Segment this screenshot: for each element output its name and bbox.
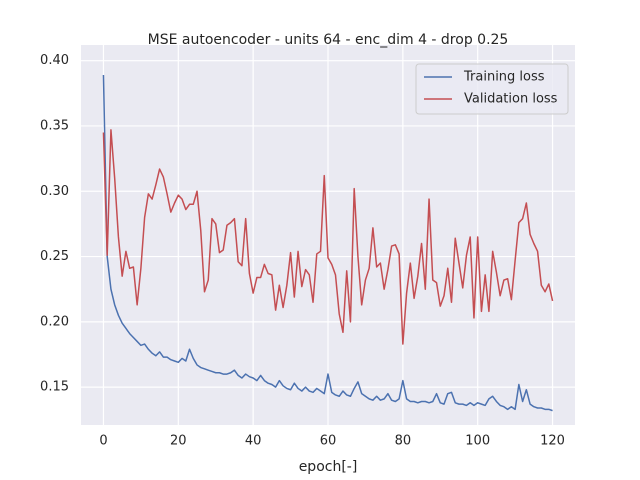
x-tick-label: 20 bbox=[170, 434, 187, 449]
x-tick-label: 100 bbox=[465, 434, 490, 449]
x-tick-label: 60 bbox=[320, 434, 337, 449]
x-tick-label: 40 bbox=[245, 434, 262, 449]
x-tick-label: 0 bbox=[99, 434, 107, 449]
line-series bbox=[102, 75, 553, 412]
y-tick-label: 0.20 bbox=[40, 314, 69, 329]
y-tick-label: 0.35 bbox=[40, 118, 69, 133]
y-tick-label: 0.40 bbox=[40, 53, 69, 68]
legend-label: Validation loss bbox=[464, 92, 558, 107]
y-tick-label: 0.30 bbox=[40, 184, 69, 199]
y-tick-label: 0.25 bbox=[40, 249, 69, 264]
y-tick-label: 0.15 bbox=[40, 380, 69, 395]
x-tick-label: 120 bbox=[540, 434, 565, 449]
x-axis-label: epoch[-] bbox=[299, 459, 358, 475]
legend-label: Training loss bbox=[463, 70, 545, 85]
x-tick-label: 80 bbox=[395, 434, 412, 449]
chart-title: MSE autoencoder - units 64 - enc_dim 4 -… bbox=[148, 32, 509, 48]
legend-box bbox=[415, 63, 569, 115]
line-series bbox=[102, 129, 554, 345]
